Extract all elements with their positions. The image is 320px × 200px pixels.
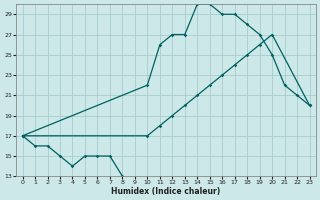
X-axis label: Humidex (Indice chaleur): Humidex (Indice chaleur) (111, 187, 221, 196)
